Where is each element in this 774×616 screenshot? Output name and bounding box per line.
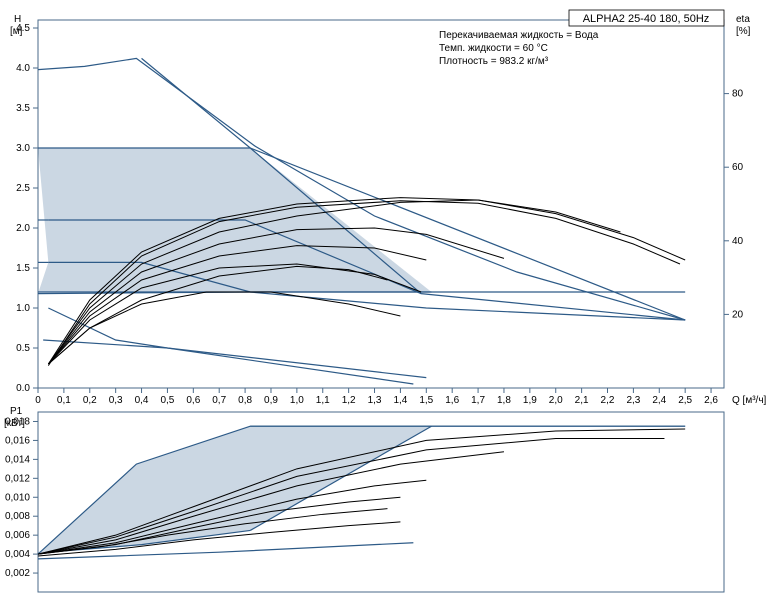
power-region	[38, 426, 431, 554]
info-line: Перекачиваемая жидкость = Вода	[439, 30, 599, 41]
x-tick: 2,3	[626, 395, 640, 406]
eta-tick: 20	[732, 309, 744, 320]
y-right-unit: [%]	[736, 26, 751, 37]
x-tick: 2,4	[652, 395, 666, 406]
p1-tick: 0,016	[5, 435, 30, 446]
blue-curve	[43, 340, 413, 384]
p1-tick: 0,006	[5, 530, 30, 541]
eta-tick: 40	[732, 236, 744, 247]
p1-tick: 0,014	[5, 454, 30, 465]
x-tick: 1,6	[445, 395, 459, 406]
y-tick: 0.0	[16, 383, 30, 394]
blue-curve	[48, 308, 426, 378]
y-left-label: H	[14, 14, 21, 25]
x-tick: 2,0	[549, 395, 563, 406]
y-tick: 3.0	[16, 143, 30, 154]
x-tick: 0,7	[212, 395, 226, 406]
x-tick: 1,0	[290, 395, 304, 406]
x-label: Q [м³/ч]	[732, 395, 767, 406]
y-tick: 1.0	[16, 303, 30, 314]
x-tick: 0,4	[135, 395, 149, 406]
p1-tick: 0,004	[5, 549, 30, 560]
x-tick: 0,1	[57, 395, 71, 406]
x-tick: 2,6	[704, 395, 718, 406]
chart-svg: 0.00.51.01.52.02.53.03.54.04.52040608000…	[0, 0, 774, 611]
x-tick: 1,8	[497, 395, 511, 406]
x-tick: 1,4	[393, 395, 407, 406]
x-tick: 2,1	[575, 395, 589, 406]
x-tick: 0,8	[238, 395, 252, 406]
model-title: ALPHA2 25-40 180, 50Hz	[583, 13, 710, 25]
y-tick: 2.5	[16, 183, 30, 194]
y-tick: 2.0	[16, 223, 30, 234]
x-tick: 1,3	[368, 395, 382, 406]
p1-tick: 0,008	[5, 511, 30, 522]
x-tick: 1,5	[419, 395, 433, 406]
y-tick: 1.5	[16, 263, 30, 274]
eta-tick: 60	[732, 162, 744, 173]
x-tick: 2,5	[678, 395, 692, 406]
pump-chart: 0.00.51.01.52.02.53.03.54.04.52040608000…	[0, 0, 774, 611]
x-tick: 2,2	[601, 395, 615, 406]
x-tick: 0,2	[83, 395, 97, 406]
p1-tick: 0,010	[5, 492, 30, 503]
x-tick: 0,3	[109, 395, 123, 406]
x-tick: 1,1	[316, 395, 330, 406]
y-left-unit: [м]	[10, 26, 23, 37]
x-tick: 0,6	[186, 395, 200, 406]
info-line: Плотность = 983.2 кг/м³	[439, 56, 549, 67]
y-tick: 3.5	[16, 103, 30, 114]
info-line: Темп. жидкости = 60 °C	[439, 43, 548, 54]
y-tick: 0.5	[16, 343, 30, 354]
y-tick: 4.0	[16, 63, 30, 74]
x-tick: 0,5	[160, 395, 174, 406]
x-tick: 1,2	[342, 395, 356, 406]
p1-tick: 0,012	[5, 473, 30, 484]
x-tick: 1,7	[471, 395, 485, 406]
y-right-label: eta	[736, 14, 750, 25]
p1-label: P1	[10, 406, 23, 417]
p1-tick: 0,002	[5, 568, 30, 579]
p1-unit: [кВт]	[4, 418, 25, 429]
x-tick: 0,9	[264, 395, 278, 406]
x-tick: 1,9	[523, 395, 537, 406]
eta-tick: 80	[732, 89, 744, 100]
x-tick: 0	[35, 395, 41, 406]
